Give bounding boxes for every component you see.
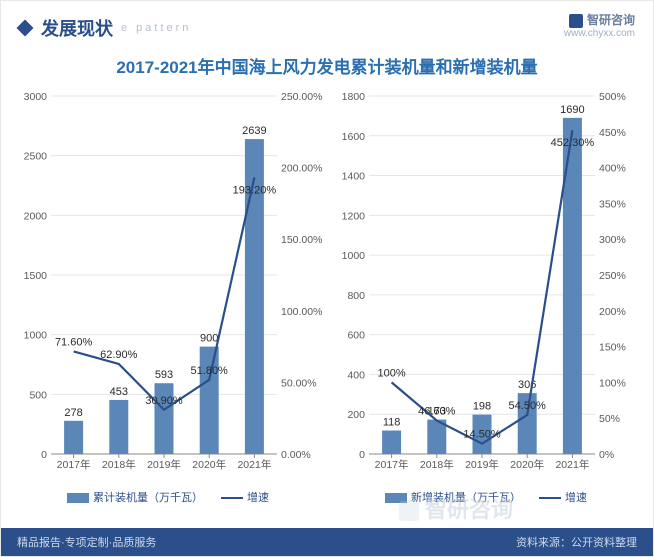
svg-text:500: 500	[29, 389, 47, 401]
svg-text:150.00%: 150.00%	[281, 234, 322, 246]
svg-text:2017年: 2017年	[375, 458, 409, 471]
svg-text:250%: 250%	[599, 270, 626, 282]
svg-text:50%: 50%	[599, 413, 620, 425]
svg-text:0: 0	[41, 449, 47, 461]
chart-main-title: 2017-2021年中国海上风力发电累计装机量和新增装机量	[1, 53, 653, 78]
svg-text:100.00%: 100.00%	[281, 306, 322, 318]
svg-text:250.00%: 250.00%	[281, 91, 322, 103]
header-title: 发展现状	[41, 15, 113, 41]
svg-text:200%: 200%	[599, 306, 626, 318]
svg-text:450%: 450%	[599, 127, 626, 139]
svg-text:300%: 300%	[599, 234, 626, 246]
svg-text:1000: 1000	[24, 330, 48, 342]
svg-text:2021年: 2021年	[237, 458, 271, 471]
svg-text:1600: 1600	[342, 131, 366, 143]
svg-text:2019年: 2019年	[465, 458, 499, 471]
svg-text:2017年: 2017年	[57, 458, 91, 471]
svg-text:278: 278	[64, 407, 82, 419]
svg-text:2020年: 2020年	[192, 458, 226, 471]
svg-text:593: 593	[155, 369, 173, 381]
svg-text:62.90%: 62.90%	[100, 349, 138, 361]
svg-text:2021年: 2021年	[555, 458, 589, 471]
legend-line-icon	[221, 497, 243, 499]
legend-left: 累计装机量（万千瓦） 增速	[13, 489, 323, 505]
svg-text:2019年: 2019年	[147, 458, 181, 471]
svg-text:2639: 2639	[242, 125, 266, 137]
legend-line-label-right: 增速	[565, 492, 587, 504]
header: 发展现状 e pattern	[1, 1, 653, 47]
svg-text:500%: 500%	[599, 91, 626, 103]
brand: 智研咨询 www.chyxx.com	[564, 11, 635, 39]
footer-left: 精品报告·专项定制·品质服务	[17, 534, 156, 550]
diamond-icon	[17, 20, 34, 37]
svg-text:2018年: 2018年	[420, 458, 454, 471]
svg-text:2500: 2500	[24, 151, 48, 163]
svg-text:2000: 2000	[24, 210, 48, 222]
svg-text:1000: 1000	[342, 250, 366, 262]
footer-right: 资料来源：公开资料整理	[516, 534, 637, 550]
svg-text:453: 453	[110, 386, 128, 398]
legend-bar-label-left: 累计装机量（万千瓦）	[93, 492, 203, 504]
svg-text:1500: 1500	[24, 270, 48, 282]
svg-text:1690: 1690	[560, 104, 584, 116]
svg-text:100%: 100%	[378, 367, 406, 379]
svg-text:1400: 1400	[342, 171, 366, 183]
legend-right: 新增装机量（万千瓦） 增速	[331, 489, 641, 505]
charts-row: 0500100015002000250030000.00%50.00%100.0…	[1, 82, 653, 505]
svg-text:600: 600	[347, 330, 365, 342]
svg-text:54.50%: 54.50%	[509, 400, 547, 412]
svg-text:51.80%: 51.80%	[191, 365, 229, 377]
svg-text:1800: 1800	[342, 91, 366, 103]
svg-text:193.20%: 193.20%	[233, 184, 277, 196]
svg-text:0.00%: 0.00%	[281, 449, 311, 461]
svg-text:198: 198	[473, 401, 491, 413]
svg-text:2020年: 2020年	[510, 458, 544, 471]
svg-text:14.50%: 14.50%	[463, 429, 501, 441]
card: 发展现状 e pattern 智研咨询 www.chyxx.com 2017-2…	[0, 0, 654, 557]
header-subtitle: e pattern	[121, 22, 191, 34]
svg-text:50.00%: 50.00%	[281, 377, 317, 389]
footer-bar: 精品报告·专项定制·品质服务 资料来源：公开资料整理	[1, 528, 653, 556]
svg-text:400%: 400%	[599, 163, 626, 175]
chart-right: 0 200 400 600 800 1000 1200 1400 1600 1800 0% 50% 10…	[331, 82, 641, 505]
svg-text:800: 800	[347, 290, 365, 302]
svg-text:1200: 1200	[342, 210, 366, 222]
brand-url: www.chyxx.com	[564, 28, 635, 39]
chart-left: 0 500 1000 1500 2000 2500 3000 0.00% 50.00% 100.0…	[13, 82, 323, 505]
svg-text:71.60%: 71.60%	[55, 336, 93, 348]
legend-line-label-left: 增速	[247, 492, 269, 504]
svg-text:46.60%: 46.60%	[418, 406, 456, 418]
brand-name: 智研咨询	[587, 13, 635, 27]
svg-text:200.00%: 200.00%	[281, 163, 322, 175]
svg-text:900: 900	[200, 333, 218, 345]
svg-text:150%: 150%	[599, 342, 626, 354]
svg-text:100%: 100%	[599, 377, 626, 389]
svg-text:400: 400	[347, 369, 365, 381]
svg-text:0%: 0%	[599, 449, 614, 461]
svg-text:452.30%: 452.30%	[551, 137, 595, 149]
svg-text:2018年: 2018年	[102, 458, 136, 471]
legend-line-icon	[539, 497, 561, 499]
legend-bar-icon	[385, 493, 407, 503]
svg-text:30.90%: 30.90%	[145, 395, 183, 407]
svg-text:200: 200	[347, 409, 365, 421]
svg-text:118: 118	[383, 417, 401, 429]
legend-bar-icon	[67, 493, 89, 503]
legend-bar-label-right: 新增装机量（万千瓦）	[411, 492, 521, 504]
svg-text:3000: 3000	[24, 91, 48, 103]
svg-text:0: 0	[359, 449, 365, 461]
svg-text:350%: 350%	[599, 198, 626, 210]
brand-logo-icon	[569, 14, 583, 28]
